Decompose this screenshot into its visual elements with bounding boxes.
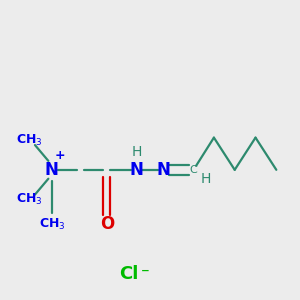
Text: CH$_3$: CH$_3$ [16,192,43,207]
Text: Cl: Cl [119,265,139,283]
Text: CH$_3$: CH$_3$ [39,217,65,232]
Text: O: O [100,215,114,233]
Text: N: N [130,161,144,179]
Text: N: N [156,161,170,179]
Text: H: H [200,172,211,186]
Text: H: H [131,146,142,160]
Text: CH$_3$: CH$_3$ [16,133,43,148]
Text: ⁻: ⁻ [141,265,150,283]
Text: N: N [45,161,59,179]
Text: C: C [189,165,197,175]
Text: +: + [55,149,66,162]
